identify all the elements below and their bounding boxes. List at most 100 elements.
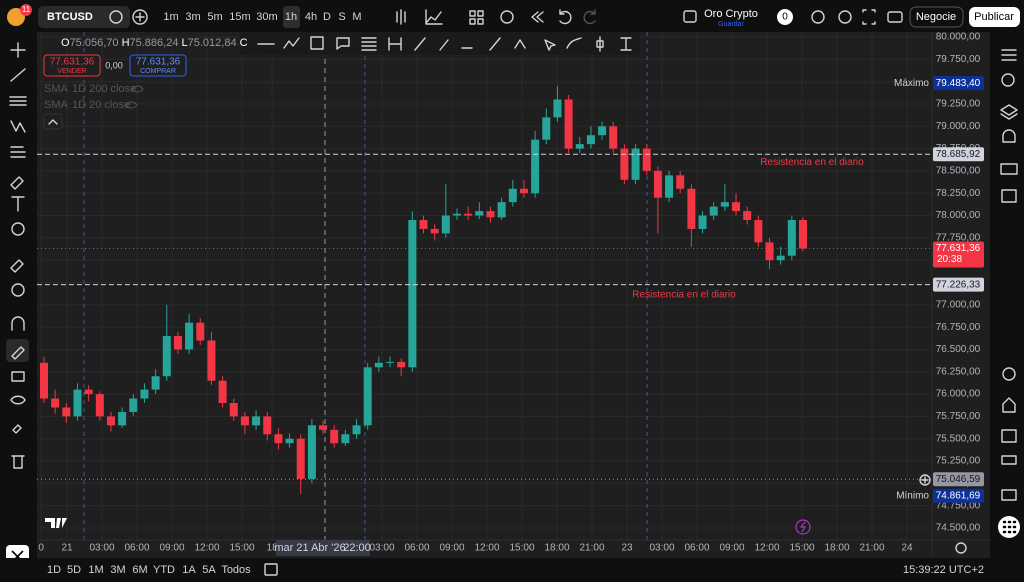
compare-button[interactable] bbox=[132, 9, 148, 25]
candle-body bbox=[709, 206, 718, 216]
y-tick-label: 75.250,00 bbox=[936, 456, 981, 467]
price-label-box bbox=[933, 147, 984, 162]
candle-body bbox=[40, 362, 48, 399]
layout-name[interactable]: Oro Crypto bbox=[704, 8, 758, 20]
x-tick-label: 06:00 bbox=[684, 543, 709, 554]
chart-background bbox=[37, 32, 990, 558]
range[interactable]: 1M bbox=[88, 564, 103, 576]
drawing-tool-icons[interactable] bbox=[9, 42, 27, 469]
y-tick-label: 79.000,00 bbox=[936, 121, 981, 132]
candle-body bbox=[642, 148, 651, 171]
range[interactable]: 1D bbox=[47, 564, 61, 576]
undo-button[interactable] bbox=[559, 9, 572, 25]
symbol-search[interactable] bbox=[38, 6, 130, 28]
candle-body bbox=[185, 322, 194, 350]
candle-body bbox=[73, 389, 82, 417]
y-tick-label: 76.000,00 bbox=[936, 389, 981, 400]
candle-body bbox=[307, 425, 316, 479]
layout-checkbox[interactable] bbox=[683, 10, 697, 23]
o-label: O bbox=[61, 37, 70, 49]
range[interactable]: YTD bbox=[153, 564, 175, 576]
y-tick-label: 74.750,00 bbox=[936, 500, 981, 511]
counter-badge[interactable] bbox=[777, 9, 793, 25]
logo bbox=[45, 518, 67, 528]
range[interactable]: 5A bbox=[202, 564, 216, 576]
candle-body bbox=[765, 242, 774, 261]
sell-button[interactable] bbox=[43, 54, 101, 77]
range[interactable]: 6M bbox=[132, 564, 147, 576]
drawing-tools[interactable] bbox=[257, 36, 632, 52]
level-name-box bbox=[896, 488, 932, 503]
range[interactable]: 1A bbox=[182, 564, 196, 576]
interval[interactable]: 3m bbox=[185, 11, 200, 23]
candle-body bbox=[352, 425, 361, 435]
interval[interactable]: 5m bbox=[207, 11, 222, 23]
top-bar bbox=[0, 0, 1024, 32]
x-tick-label: 09:00 bbox=[719, 543, 744, 554]
visibility-icon[interactable] bbox=[125, 85, 144, 109]
templates-button[interactable] bbox=[469, 10, 484, 25]
badge-count: 11 bbox=[22, 5, 31, 14]
goto-date[interactable] bbox=[264, 563, 278, 576]
level-note: Resistencia en el diario bbox=[632, 289, 736, 300]
candle-body bbox=[285, 438, 294, 444]
candle-body bbox=[341, 434, 350, 444]
x-tick-label: 15:00 bbox=[509, 543, 534, 554]
interval[interactable]: 4h bbox=[305, 11, 317, 23]
candle-body bbox=[95, 394, 104, 417]
y-tick-label: 79.250,00 bbox=[936, 99, 981, 110]
clock: 15:39:22 UTC+2 bbox=[903, 564, 984, 576]
replay-button[interactable] bbox=[531, 11, 544, 23]
settings-button[interactable] bbox=[838, 10, 852, 24]
candle-body bbox=[720, 202, 729, 207]
fullscreen-button[interactable] bbox=[862, 9, 876, 25]
crosshair-time: 22:00 bbox=[343, 542, 371, 554]
interval[interactable]: 30m bbox=[256, 11, 277, 23]
save-label[interactable]: Guardar bbox=[718, 21, 744, 28]
l-label: L bbox=[182, 37, 188, 49]
interval[interactable]: S bbox=[338, 11, 345, 23]
price-label: 77.631,36 bbox=[936, 243, 981, 254]
symbol-icon[interactable] bbox=[109, 10, 123, 24]
add-alert[interactable] bbox=[919, 474, 931, 486]
buy-price: 77.631,36 bbox=[136, 57, 181, 68]
candle-body bbox=[363, 367, 372, 426]
candle-body bbox=[419, 220, 428, 229]
range[interactable]: 5D bbox=[67, 564, 81, 576]
axis-settings[interactable] bbox=[955, 542, 967, 554]
interval[interactable]: D bbox=[323, 11, 331, 23]
interval[interactable]: M bbox=[352, 11, 361, 23]
price-label-box bbox=[933, 488, 984, 503]
trade-button[interactable] bbox=[909, 6, 964, 28]
indicators-button[interactable] bbox=[425, 9, 443, 25]
candle-body bbox=[665, 175, 674, 198]
interval[interactable]: 15m bbox=[229, 11, 250, 23]
candle-body bbox=[441, 215, 450, 234]
candle-body bbox=[62, 407, 71, 417]
collapse-button[interactable] bbox=[43, 113, 63, 130]
publish-button[interactable] bbox=[969, 7, 1020, 27]
sidebar-icons[interactable] bbox=[1000, 49, 1018, 501]
snapshot-button[interactable] bbox=[887, 11, 903, 23]
level-name-box bbox=[896, 76, 932, 91]
chart-type-button[interactable] bbox=[396, 9, 406, 25]
candle-body bbox=[575, 144, 584, 149]
y-tick-label: 75.500,00 bbox=[936, 433, 981, 444]
buy-button[interactable] bbox=[129, 54, 187, 77]
candle-body bbox=[229, 403, 238, 417]
collapse-icon bbox=[48, 119, 58, 125]
interval[interactable]: 1m bbox=[163, 11, 178, 23]
candle-body bbox=[151, 376, 160, 390]
range[interactable]: 3M bbox=[110, 564, 125, 576]
quick-search[interactable] bbox=[811, 10, 825, 24]
redo-button[interactable] bbox=[583, 9, 596, 25]
drawing-toolbar bbox=[240, 32, 640, 55]
candle-body bbox=[173, 336, 182, 350]
alert-button[interactable] bbox=[500, 10, 514, 24]
range[interactable]: Todos bbox=[221, 564, 251, 576]
candle-body bbox=[531, 139, 540, 194]
interval[interactable]: 1h bbox=[285, 11, 297, 23]
avatar[interactable] bbox=[7, 8, 25, 26]
add-alert-plus bbox=[921, 476, 929, 484]
candle-body bbox=[732, 202, 741, 212]
